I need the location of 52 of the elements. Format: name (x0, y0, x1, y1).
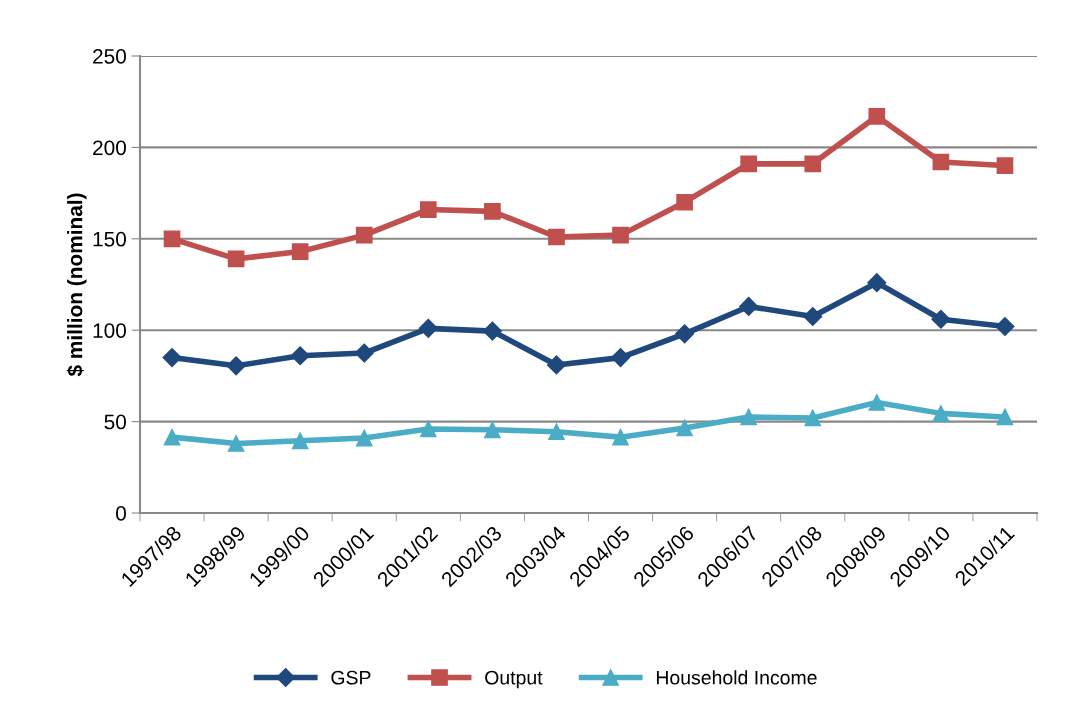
point (804, 409, 822, 427)
point (804, 155, 822, 173)
y-tick-label: 150 (93, 231, 126, 247)
point (996, 157, 1014, 175)
point (740, 408, 758, 426)
point (355, 429, 373, 447)
legend-label: GSP (331, 670, 371, 685)
point (482, 321, 502, 341)
point (867, 273, 887, 293)
point (996, 408, 1014, 426)
point (995, 317, 1015, 337)
y-tick-label: 100 (93, 323, 126, 338)
point (676, 193, 693, 211)
point (162, 348, 182, 368)
point (418, 318, 438, 338)
point (675, 324, 695, 344)
point (612, 226, 629, 244)
point (612, 428, 629, 446)
y-axis-title: $ million (nominal) (66, 193, 87, 377)
point (740, 155, 758, 173)
y-tick-label: 250 (93, 49, 126, 64)
point (291, 432, 309, 450)
point (226, 356, 246, 376)
point (548, 228, 565, 246)
point (548, 423, 565, 440)
point (227, 435, 245, 452)
point (739, 296, 759, 316)
y-tick-label: 50 (104, 414, 126, 430)
point (868, 394, 886, 411)
point (484, 421, 501, 439)
point (419, 201, 437, 218)
point (290, 346, 310, 366)
point (932, 405, 950, 422)
point (611, 348, 631, 368)
point (484, 203, 501, 220)
point (419, 420, 437, 438)
point (163, 428, 181, 446)
point (932, 153, 950, 171)
y-tick-label: 200 (93, 140, 126, 156)
point (354, 343, 374, 363)
legend-label: Output (485, 670, 543, 689)
y-tick-label: 0 (116, 506, 126, 521)
legend-label: Household Income (656, 670, 817, 685)
point (676, 419, 693, 437)
point (546, 355, 566, 375)
point (868, 107, 886, 125)
point (355, 226, 373, 244)
point (163, 230, 181, 248)
point (291, 243, 309, 260)
point (803, 306, 823, 327)
point (931, 309, 951, 329)
point (227, 250, 245, 268)
